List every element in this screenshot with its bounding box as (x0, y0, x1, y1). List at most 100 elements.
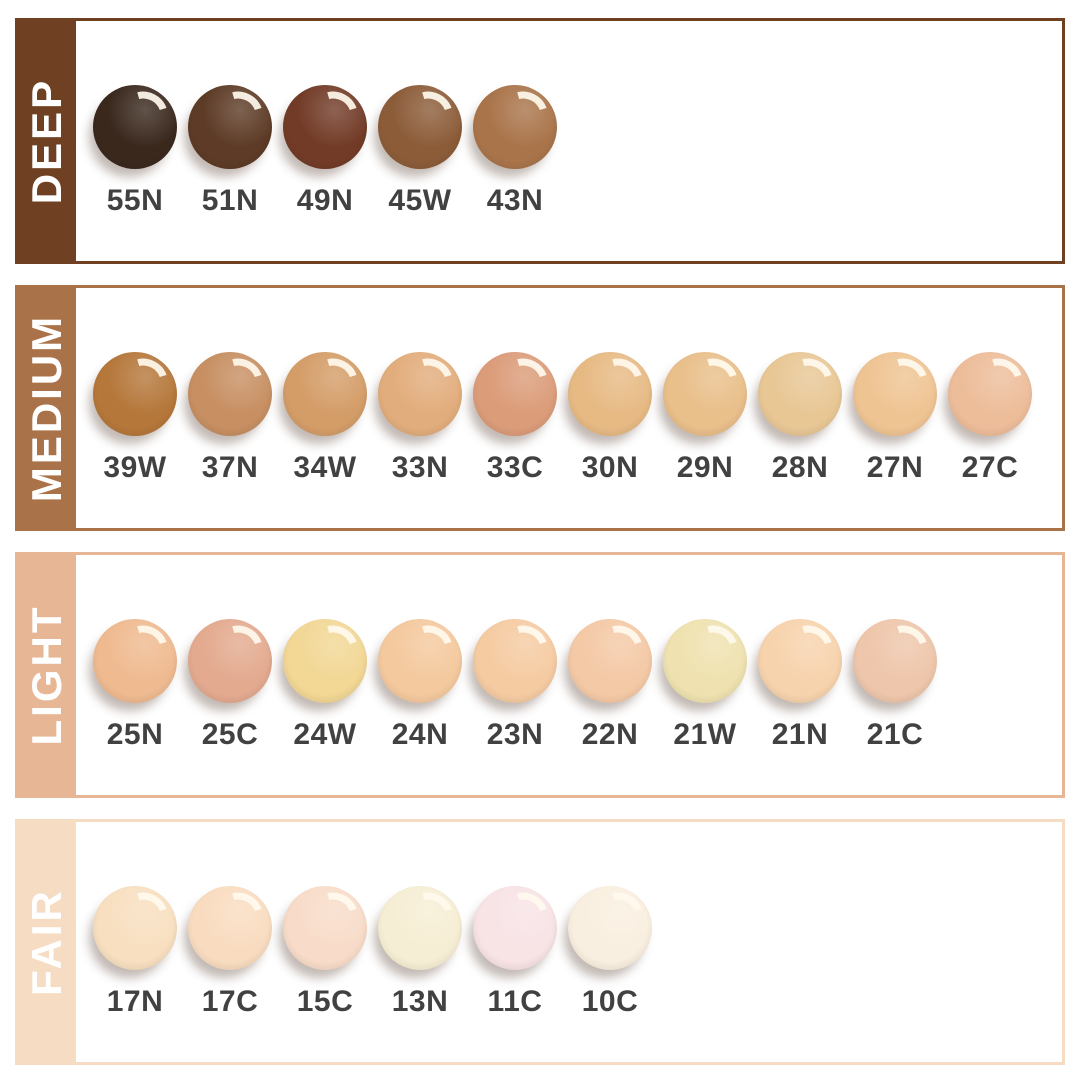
shade-drop-21W (663, 617, 747, 703)
shade-drop-39W (93, 350, 177, 436)
gloss-highlight-icon (684, 350, 746, 410)
shade-drop-23N (473, 617, 557, 703)
shade-code: 13N (391, 985, 449, 1018)
gloss-highlight-icon (304, 350, 366, 410)
swatch-37N: 37N (188, 350, 272, 485)
gloss-highlight-icon (399, 884, 461, 944)
gloss-highlight-icon (399, 350, 461, 410)
swatch-33N: 33N (378, 350, 462, 485)
gloss-highlight-icon (209, 350, 271, 410)
shade-row-label-fair: FAIR (23, 888, 70, 996)
shade-row-label-deep: DEEP (23, 77, 70, 205)
shade-drop-25C (188, 617, 272, 703)
swatch-39W: 39W (93, 350, 177, 485)
gloss-highlight-icon (589, 884, 651, 944)
shade-drop-25N (93, 617, 177, 703)
swatch-29N: 29N (663, 350, 747, 485)
shade-code: 34W (293, 451, 357, 484)
shade-code: 25N (106, 718, 164, 751)
swatch-28N: 28N (758, 350, 842, 485)
shade-row-sidebar: LIGHT (18, 555, 76, 795)
shade-drop-17N (93, 884, 177, 970)
gloss-highlight-icon (304, 617, 366, 677)
shade-drop-27N (853, 350, 937, 436)
swatch-22N: 22N (568, 617, 652, 752)
shade-code: 37N (201, 451, 259, 484)
shade-row-sidebar: DEEP (18, 21, 76, 261)
shade-drop-55N (93, 83, 177, 169)
shade-code: 11C (487, 985, 543, 1018)
swatch-13N: 13N (378, 884, 462, 1019)
shade-row-medium: MEDIUM 39W 37N 34W 33N 33C (15, 285, 1065, 531)
shade-drop-33C (473, 350, 557, 436)
shade-drop-43N (473, 83, 557, 169)
gloss-highlight-icon (209, 884, 271, 944)
shade-code: 23N (486, 718, 544, 751)
shade-drop-11C (473, 884, 557, 970)
shade-code: 39W (103, 451, 167, 484)
shade-code: 21N (771, 718, 829, 751)
gloss-highlight-icon (209, 617, 271, 677)
gloss-highlight-icon (494, 350, 556, 410)
gloss-highlight-icon (114, 83, 176, 143)
gloss-highlight-icon (494, 884, 556, 944)
gloss-highlight-icon (114, 884, 176, 944)
shade-drop-29N (663, 350, 747, 436)
shade-drop-30N (568, 350, 652, 436)
swatch-21N: 21N (758, 617, 842, 752)
shade-row-fair: FAIR 17N 17C 15C 13N 11C 1 (15, 819, 1065, 1065)
shade-code: 30N (581, 451, 639, 484)
shade-code: 55N (106, 184, 164, 217)
shade-code: 45W (388, 184, 452, 217)
shade-row-swatches: 25N 25C 24W 24N 23N 22N 21W (76, 555, 1062, 795)
swatch-27C: 27C (948, 350, 1032, 485)
shade-code: 21W (673, 718, 737, 751)
gloss-highlight-icon (779, 350, 841, 410)
shade-drop-13N (378, 884, 462, 970)
gloss-highlight-icon (304, 884, 366, 944)
swatch-30N: 30N (568, 350, 652, 485)
shade-row-sidebar: FAIR (18, 822, 76, 1062)
shade-row-swatches: 17N 17C 15C 13N 11C 10C (76, 822, 1062, 1062)
shade-code: 17N (106, 985, 164, 1018)
swatch-25N: 25N (93, 617, 177, 752)
swatch-24W: 24W (283, 617, 367, 752)
gloss-highlight-icon (494, 83, 556, 143)
swatch-21W: 21W (663, 617, 747, 752)
gloss-highlight-icon (874, 617, 936, 677)
shade-drop-51N (188, 83, 272, 169)
gloss-highlight-icon (304, 83, 366, 143)
shade-drop-33N (378, 350, 462, 436)
shade-code: 21C (866, 718, 924, 751)
swatch-15C: 15C (283, 884, 367, 1019)
shade-code: 43N (486, 184, 544, 217)
shade-drop-28N (758, 350, 842, 436)
swatch-33C: 33C (473, 350, 557, 485)
shade-drop-24W (283, 617, 367, 703)
swatch-17N: 17N (93, 884, 177, 1019)
shade-code: 27N (866, 451, 924, 484)
shade-code: 29N (676, 451, 734, 484)
swatch-23N: 23N (473, 617, 557, 752)
swatch-55N: 55N (93, 83, 177, 218)
swatch-34W: 34W (283, 350, 367, 485)
gloss-highlight-icon (494, 617, 556, 677)
shade-row-label-medium: MEDIUM (23, 313, 70, 503)
gloss-highlight-icon (589, 350, 651, 410)
shade-drop-37N (188, 350, 272, 436)
shade-drop-27C (948, 350, 1032, 436)
shade-row-label-light: LIGHT (23, 604, 70, 746)
shade-code: 25C (201, 718, 259, 751)
shade-drop-10C (568, 884, 652, 970)
shade-drop-49N (283, 83, 367, 169)
shade-code: 24W (293, 718, 357, 751)
swatch-27N: 27N (853, 350, 937, 485)
shade-code: 17C (201, 985, 259, 1018)
shade-drop-15C (283, 884, 367, 970)
shade-row-light: LIGHT 25N 25C 24W 24N 23N (15, 552, 1065, 798)
shade-code: 49N (296, 184, 354, 217)
swatch-51N: 51N (188, 83, 272, 218)
gloss-highlight-icon (399, 83, 461, 143)
gloss-highlight-icon (114, 617, 176, 677)
